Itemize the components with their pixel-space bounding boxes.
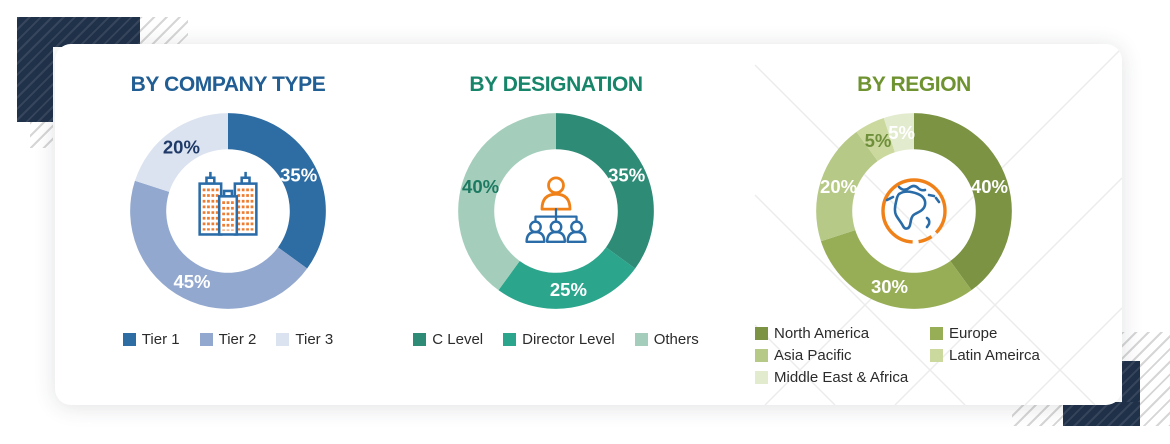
legend-item: Asia Pacific <box>755 347 852 364</box>
legend-item: C Level <box>413 331 483 348</box>
donut-svg: 40% 30% 20% 5%5% <box>816 113 1012 309</box>
org-chart-icon <box>514 169 598 253</box>
region-chart: BY REGION 40% 30% 20% 5% 5% North America <box>744 44 1084 405</box>
donut-svg: 35% 45% 20% <box>130 113 326 309</box>
designation-donut: 35% 25% 40% <box>453 108 659 314</box>
legend-swatch <box>199 333 213 346</box>
designation-chart: BY DESIGNATION 35% 25% 40% <box>386 44 726 405</box>
slice-label: 45% <box>173 271 210 292</box>
legend-label: Others <box>653 331 699 348</box>
legend-item: Tier 1 <box>122 331 180 348</box>
legend-label: Europe <box>949 325 998 342</box>
slice-label: 40% <box>971 176 1008 197</box>
donut-slice-c-level <box>556 113 654 269</box>
navy-corner-bottom-right-horizontal <box>1063 402 1140 426</box>
slice-label: 20% <box>163 136 200 157</box>
region-donut: 40% 30% 20% 5% 5% <box>811 108 1017 314</box>
company-type-donut: 35% 45% 20% <box>125 108 331 314</box>
legend-item: Latin Ameirca <box>930 347 1040 364</box>
region-legend: North America Europe Asia Pacific Latin Ame… <box>755 325 1084 386</box>
donut-slice-middle-east-africa <box>883 113 914 153</box>
donut-slice-tier-2 <box>130 180 308 309</box>
legend-swatch <box>122 333 136 346</box>
donut-slice-latin-ameirca <box>856 117 895 162</box>
legend-label: Tier 3 <box>295 331 334 348</box>
legend-item: Tier 2 <box>199 331 257 348</box>
slice-label: 5% <box>865 130 892 151</box>
donut-slice-europe <box>820 230 972 309</box>
legend-item: Tier 3 <box>276 331 333 348</box>
slice-label: 5% <box>888 122 915 143</box>
legend-swatch <box>276 333 290 346</box>
infographic-card: BY COMPANY TYPE 35% 45% 20% <box>55 44 1122 405</box>
chart-title: BY DESIGNATION <box>469 73 643 96</box>
legend-label: Director Level <box>522 331 615 348</box>
navy-corner-top-left-vertical <box>17 17 53 122</box>
slice-label: 35% <box>280 164 317 185</box>
buildings-icon <box>184 167 272 255</box>
legend-label: Latin Ameirca <box>949 347 1040 364</box>
globe-icon <box>869 166 959 256</box>
chart-title: BY COMPANY TYPE <box>130 73 326 96</box>
legend-item: Director Level <box>503 331 615 348</box>
hatch-top-left-vertical <box>30 122 53 148</box>
legend-label: North America <box>774 325 870 342</box>
designation-legend: C Level Director Level Others <box>386 331 726 348</box>
legend-swatch <box>755 371 768 384</box>
slice-label: 30% <box>871 276 908 297</box>
donut-slice-asia-pacific <box>816 131 878 242</box>
company-type-chart: BY COMPANY TYPE 35% 45% 20% <box>58 44 398 405</box>
legend-label: Middle East & Africa <box>774 369 909 386</box>
legend-label: Asia Pacific <box>774 347 852 364</box>
company-type-legend: Tier 1 Tier 2 Tier 3 <box>58 331 398 348</box>
legend-swatch <box>503 333 517 346</box>
legend-swatch <box>634 333 648 346</box>
slice-label: 20% <box>820 176 857 197</box>
chart-title: BY REGION <box>857 73 971 96</box>
legend-swatch <box>413 333 427 346</box>
legend-item: North America <box>755 325 869 342</box>
legend-item: Europe <box>930 325 997 342</box>
donut-slice-tier-3 <box>134 113 228 192</box>
legend-swatch <box>930 349 943 362</box>
donut-slice-others <box>458 113 556 291</box>
legend-swatch <box>930 327 943 340</box>
hatch-top-left-horizontal <box>140 17 188 44</box>
donut-svg: 35% 25% 40% <box>458 113 654 309</box>
legend-item: Middle East & Africa <box>755 369 908 386</box>
legend-label: C Level <box>432 331 484 348</box>
legend-label: Tier 1 <box>141 331 180 348</box>
donut-slice-north-america <box>914 113 1012 291</box>
donut-slice-tier-1 <box>228 113 326 269</box>
legend-label: Tier 2 <box>218 331 257 348</box>
legend-item: Others <box>634 331 699 348</box>
legend-swatch <box>755 349 768 362</box>
slice-label: 40% <box>462 176 499 197</box>
slice-label: 35% <box>608 164 645 185</box>
slice-label: 25% <box>550 279 587 300</box>
legend-swatch <box>755 327 768 340</box>
donut-slice-director-level <box>498 247 636 309</box>
